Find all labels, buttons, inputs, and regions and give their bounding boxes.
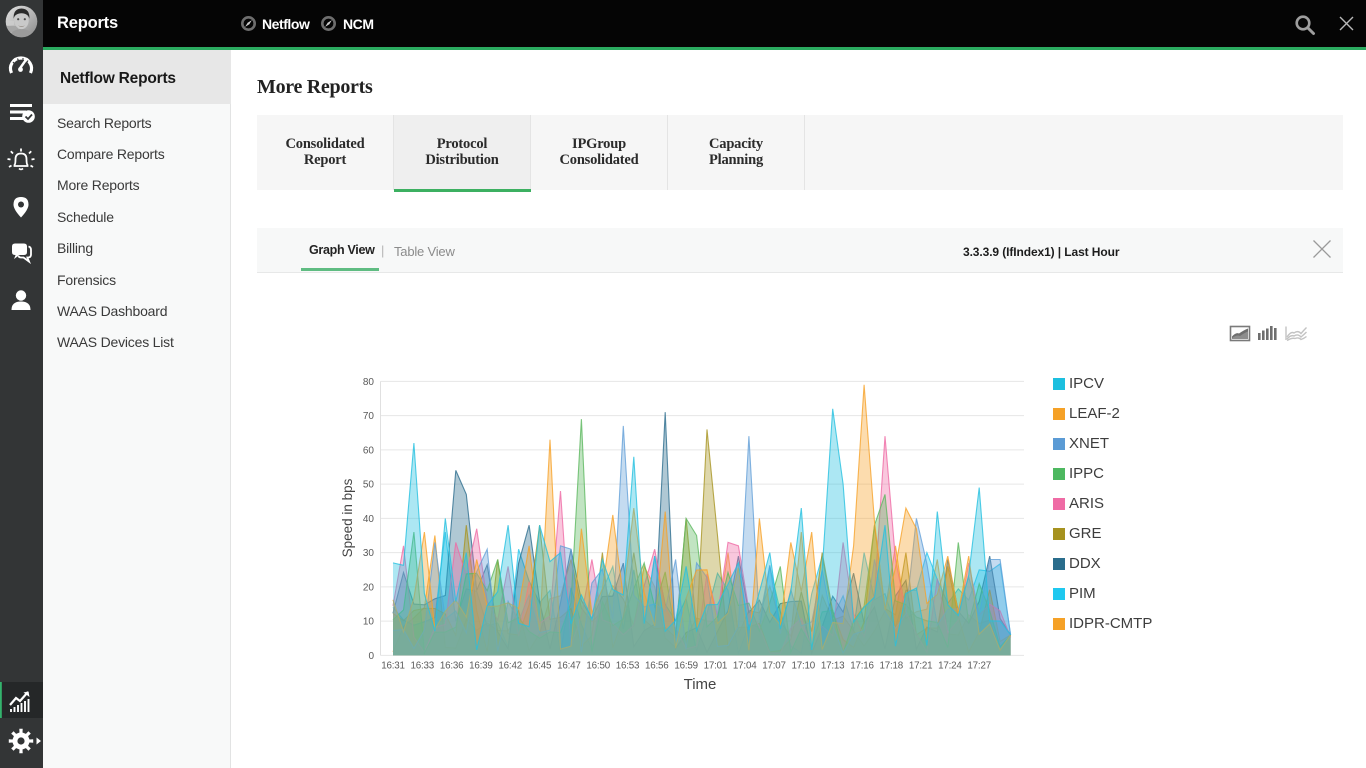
svg-text:17:27: 17:27 <box>967 661 991 672</box>
svg-text:16:59: 16:59 <box>674 661 698 672</box>
svg-text:17:24: 17:24 <box>938 661 962 672</box>
svg-text:10: 10 <box>363 617 375 628</box>
svg-text:16:31: 16:31 <box>381 661 405 672</box>
svg-text:20: 20 <box>363 582 375 593</box>
svg-text:17:18: 17:18 <box>880 661 904 672</box>
svg-text:17:21: 17:21 <box>909 661 933 672</box>
svg-text:Netflow: Netflow <box>262 16 310 32</box>
svg-text:50: 50 <box>363 480 375 491</box>
svg-text:16:42: 16:42 <box>498 661 522 672</box>
svg-text:16:50: 16:50 <box>586 661 610 672</box>
svg-text:16:45: 16:45 <box>528 661 552 672</box>
svg-text:Speed in bps: Speed in bps <box>340 478 355 557</box>
svg-text:0: 0 <box>368 651 374 662</box>
svg-text:17:04: 17:04 <box>733 661 757 672</box>
svg-text:16:36: 16:36 <box>440 661 464 672</box>
svg-text:16:53: 16:53 <box>616 661 640 672</box>
svg-text:80: 80 <box>363 377 375 388</box>
svg-text:17:16: 17:16 <box>850 661 874 672</box>
svg-text:16:39: 16:39 <box>469 661 493 672</box>
svg-text:60: 60 <box>363 445 375 456</box>
svg-text:17:01: 17:01 <box>704 661 728 672</box>
svg-text:16:33: 16:33 <box>411 661 435 672</box>
svg-text:16:56: 16:56 <box>645 661 669 672</box>
svg-text:70: 70 <box>363 411 375 422</box>
svg-text:17:13: 17:13 <box>821 661 845 672</box>
svg-text:40: 40 <box>363 514 375 525</box>
svg-text:17:10: 17:10 <box>792 661 816 672</box>
svg-text:16:47: 16:47 <box>557 661 581 672</box>
svg-text:30: 30 <box>363 548 375 559</box>
svg-text:Time: Time <box>684 676 717 693</box>
svg-text:NCM: NCM <box>343 16 374 32</box>
svg-text:17:07: 17:07 <box>762 661 786 672</box>
